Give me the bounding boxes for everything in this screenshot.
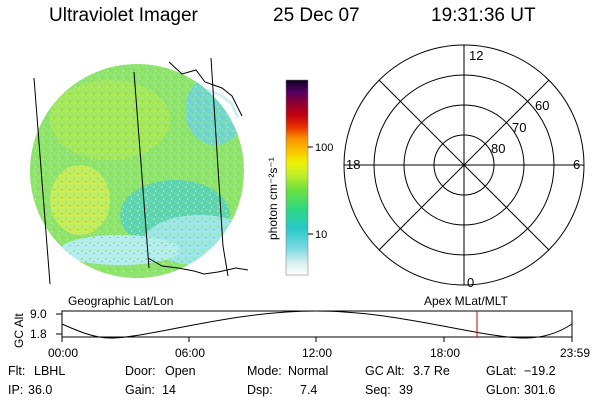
status-mode-label: Mode: xyxy=(247,364,282,378)
status-glon-label: GLon: xyxy=(486,383,521,397)
date-label: 25 Dec 07 xyxy=(273,5,360,26)
colorbar-frame xyxy=(285,79,309,276)
altitude-ytick-9: 9.0 xyxy=(30,307,47,321)
time-tick-0000: 00:00 xyxy=(48,346,79,360)
status-ip-label: IP: xyxy=(8,383,24,397)
status-gcalt-value: 3.7 Re xyxy=(413,364,450,378)
altitude-plot-frame xyxy=(61,310,573,338)
uv-image-disc xyxy=(30,64,244,278)
time-label: 19:31:36 UT xyxy=(431,5,536,26)
colorbar-unit-label: photon cm⁻²s⁻¹ xyxy=(266,157,280,240)
altitude-ylabel: GC Alt xyxy=(12,313,26,348)
status-door-value: Open xyxy=(165,364,196,378)
status-gcalt-label: GC Alt: xyxy=(365,364,405,378)
time-tick-1200: 12:00 xyxy=(302,346,333,360)
geo-grid-lines xyxy=(33,57,249,285)
status-dsp-value: 7.4 xyxy=(300,383,318,397)
mlat-label-70: 70 xyxy=(512,120,526,135)
altitude-curve xyxy=(61,310,573,339)
status-door-label: Door: xyxy=(125,364,156,378)
status-glat-label: GLat: xyxy=(486,364,517,378)
time-tick-2359: 23:59 xyxy=(560,346,591,360)
status-seq-value: 39 xyxy=(399,383,413,397)
instrument-title: Ultraviolet Imager xyxy=(49,5,198,26)
geo-panel-label: Geographic Lat/Lon xyxy=(68,294,174,308)
status-seq-label: Seq: xyxy=(365,383,391,397)
altitude-plot xyxy=(56,310,573,342)
status-ip-value: 36.0 xyxy=(28,383,53,397)
status-flt-label: Flt: xyxy=(8,364,26,378)
colorbar-label-10: 10 xyxy=(315,229,327,241)
mlt-label-0: 0 xyxy=(467,275,474,290)
altitude-ytick-1-8: 1.8 xyxy=(30,327,47,341)
apex-panel-label: Apex MLat/MLT xyxy=(424,294,508,308)
time-tick-0600: 06:00 xyxy=(175,346,206,360)
colorbar-label-100: 100 xyxy=(315,142,333,154)
status-glon-value: 301.6 xyxy=(524,383,556,397)
polar-plot xyxy=(343,44,585,286)
status-gain-value: 14 xyxy=(162,383,176,397)
mlat-label-80: 80 xyxy=(491,141,505,156)
polar-diagonal-2 xyxy=(378,79,550,251)
mlt-label-18: 18 xyxy=(346,157,360,172)
colorbar xyxy=(286,80,308,275)
mlt-label-12: 12 xyxy=(469,48,483,63)
time-tick-1800: 18:00 xyxy=(430,346,461,360)
mlat-label-60: 60 xyxy=(535,98,549,113)
status-glat-value: −19.2 xyxy=(524,364,556,378)
mlt-label-6: 6 xyxy=(573,157,580,172)
status-flt-value: LBHL xyxy=(34,364,66,378)
status-gain-label: Gain: xyxy=(125,383,155,397)
status-dsp-label: Dsp: xyxy=(247,383,273,397)
status-mode-value: Normal xyxy=(288,364,329,378)
